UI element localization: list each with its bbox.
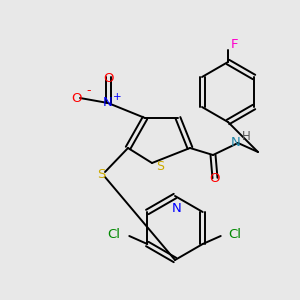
Text: Cl: Cl (107, 227, 120, 241)
Text: +: + (113, 92, 121, 102)
Text: N: N (103, 97, 113, 110)
Text: N: N (231, 136, 241, 149)
Text: S: S (97, 167, 105, 181)
Text: H: H (242, 130, 250, 142)
Text: O: O (210, 172, 220, 185)
Text: Cl: Cl (228, 227, 241, 241)
Text: O: O (72, 92, 82, 104)
Text: O: O (103, 71, 113, 85)
Text: S: S (156, 160, 164, 172)
Text: F: F (230, 38, 238, 50)
Text: N: N (172, 202, 182, 214)
Text: -: - (87, 85, 91, 98)
